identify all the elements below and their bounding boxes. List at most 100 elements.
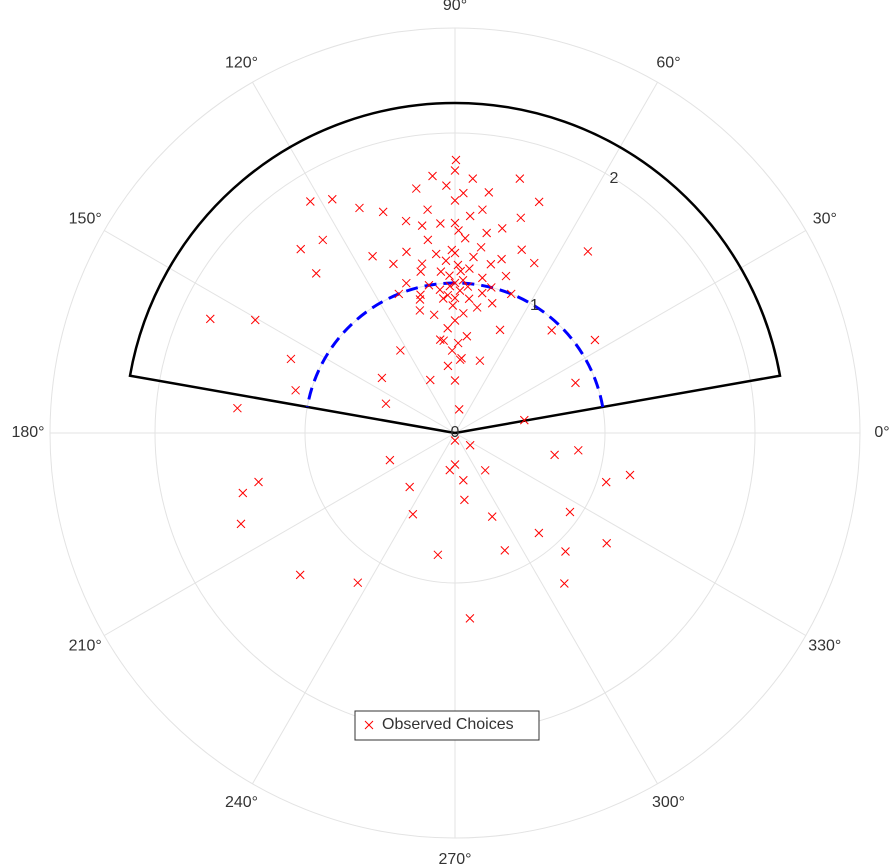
- point: [529, 258, 539, 268]
- point: [482, 228, 492, 238]
- point: [460, 495, 469, 505]
- point: [408, 509, 418, 519]
- legend-marker: [364, 720, 374, 730]
- point: [417, 259, 427, 269]
- point: [506, 289, 516, 299]
- theta-tick-label: 180°: [11, 424, 44, 441]
- point: [465, 264, 474, 273]
- point: [377, 373, 387, 383]
- point: [443, 290, 453, 300]
- point: [450, 278, 460, 288]
- point: [442, 181, 451, 191]
- grid-spoke: [252, 432, 456, 784]
- point: [463, 282, 473, 291]
- point: [501, 271, 511, 281]
- point: [458, 475, 468, 485]
- point: [355, 203, 364, 213]
- theta-tick-label: 30°: [813, 211, 837, 228]
- point: [454, 226, 463, 235]
- point: [625, 470, 635, 480]
- point: [423, 205, 432, 215]
- point: [497, 224, 507, 233]
- point: [459, 308, 468, 318]
- point: [435, 285, 445, 295]
- point: [450, 316, 460, 325]
- r-tick-label: 1: [530, 297, 539, 314]
- point: [458, 275, 468, 285]
- point: [438, 294, 448, 303]
- boundary-line: [128, 101, 782, 435]
- point: [573, 445, 583, 455]
- theta-tick-label: 120°: [225, 54, 258, 71]
- point: [455, 286, 465, 295]
- point: [295, 570, 305, 580]
- point: [445, 465, 455, 475]
- theta-tick-label: 210°: [69, 638, 102, 655]
- point: [495, 325, 505, 335]
- point: [327, 194, 337, 204]
- point: [447, 245, 457, 255]
- point: [385, 455, 395, 465]
- point: [484, 188, 494, 197]
- grid-spoke: [454, 230, 806, 434]
- point: [353, 578, 363, 588]
- theta-tick-label: 90°: [443, 0, 467, 14]
- grid-spoke: [252, 82, 456, 434]
- point: [602, 538, 612, 548]
- point: [389, 259, 398, 269]
- point: [431, 249, 441, 259]
- point: [401, 278, 411, 288]
- point: [469, 252, 478, 262]
- point: [286, 354, 296, 364]
- point: [571, 378, 580, 388]
- point: [487, 512, 497, 521]
- point: [550, 450, 559, 460]
- point: [423, 235, 433, 245]
- point: [517, 245, 527, 255]
- point: [559, 579, 569, 588]
- point: [411, 184, 421, 193]
- point: [236, 519, 246, 529]
- legend-box: [354, 710, 540, 741]
- point: [424, 280, 434, 290]
- theta-tick-label: 60°: [656, 54, 680, 71]
- point: [547, 326, 557, 335]
- point: [534, 197, 544, 207]
- point: [394, 289, 404, 299]
- point: [445, 281, 455, 291]
- grid: [49, 27, 861, 839]
- point: [318, 235, 328, 245]
- point: [443, 323, 453, 333]
- point: [451, 155, 461, 165]
- point: [436, 267, 446, 276]
- point: [439, 336, 449, 346]
- point: [477, 273, 487, 283]
- grid-spoke: [104, 432, 456, 636]
- point: [468, 174, 478, 183]
- point: [435, 335, 445, 345]
- point: [519, 415, 529, 425]
- point: [450, 376, 460, 385]
- point: [415, 295, 425, 304]
- point: [561, 547, 570, 556]
- point: [435, 219, 445, 228]
- point: [415, 306, 425, 315]
- point: [565, 507, 575, 517]
- point: [590, 335, 600, 345]
- point: [583, 247, 593, 256]
- r-tick-label: 0: [451, 424, 460, 441]
- point: [305, 197, 315, 206]
- point: [238, 488, 248, 498]
- point: [311, 269, 321, 278]
- point: [291, 385, 300, 395]
- point: [296, 244, 306, 254]
- theta-tick-label: 270°: [438, 851, 471, 868]
- point: [443, 361, 453, 371]
- point: [497, 254, 506, 264]
- point: [475, 356, 485, 366]
- point: [405, 482, 415, 492]
- r-tick-label: 2: [610, 170, 619, 187]
- point: [465, 211, 475, 221]
- point: [428, 171, 437, 181]
- point: [450, 218, 460, 228]
